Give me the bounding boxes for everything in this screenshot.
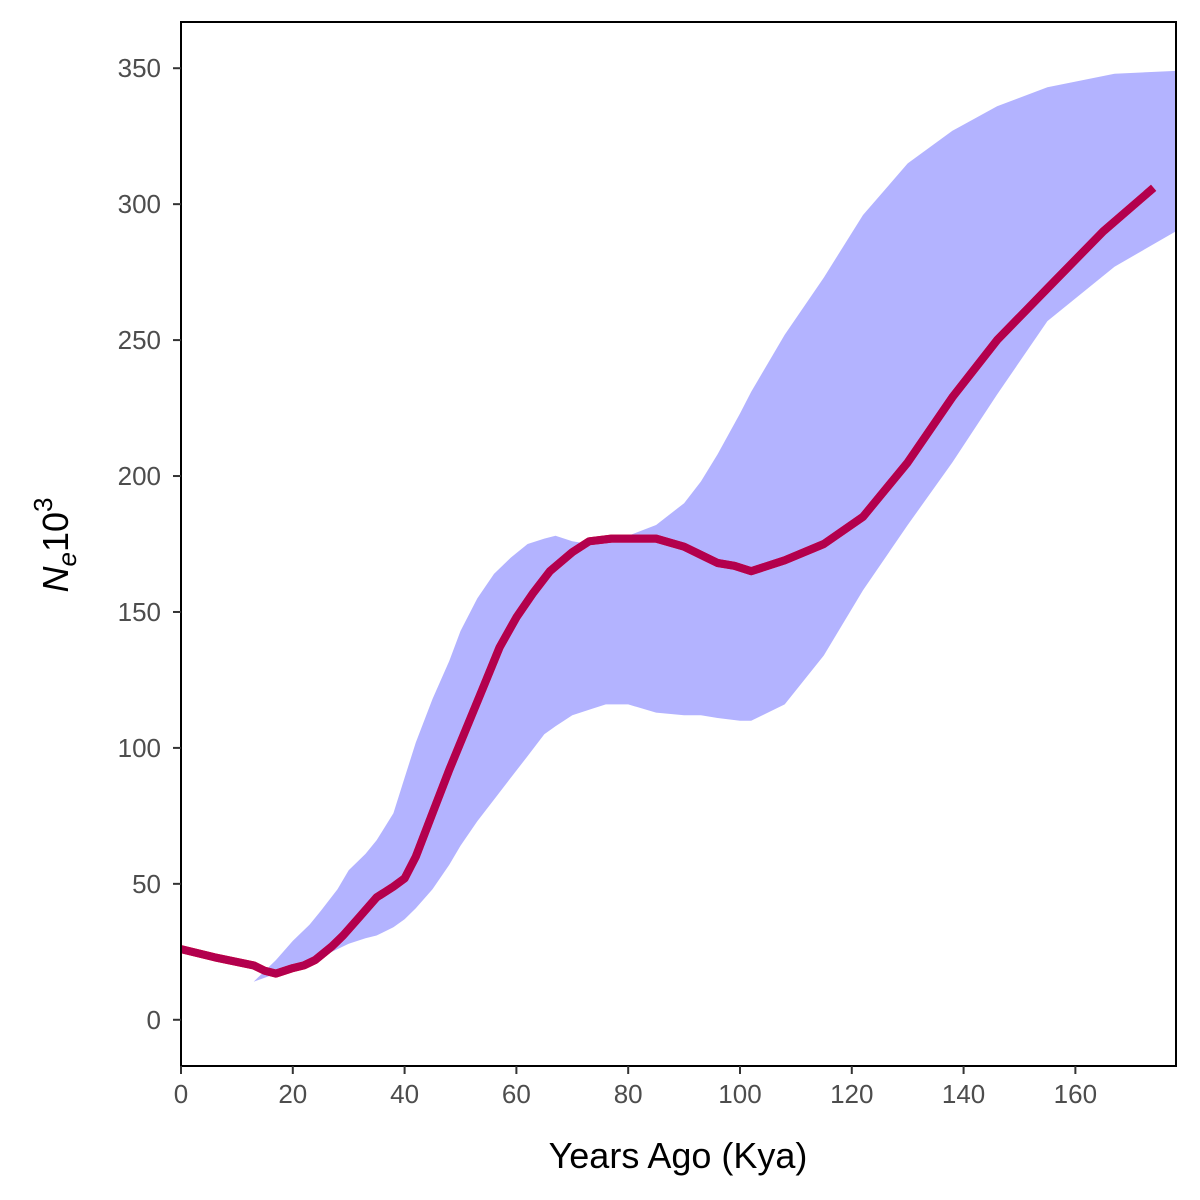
y-axis-title-base: N	[35, 565, 76, 592]
x-tick-label: 40	[390, 1079, 419, 1109]
x-axis-title: Years Ago (Kya)	[549, 1135, 808, 1176]
y-tick-label: 150	[118, 597, 161, 627]
y-tick-label: 0	[147, 1005, 161, 1035]
y-axis-title-mult: 10	[35, 512, 76, 552]
y-tick-label: 100	[118, 733, 161, 763]
x-axis: 0 20 40 60 80 100 120 140 160	[174, 1066, 1097, 1109]
x-tick-label: 80	[614, 1079, 643, 1109]
ne-line-overlay	[180, 184, 1157, 978]
y-tick-label: 50	[132, 869, 161, 899]
y-axis: 0 50 100 150 200 250 300 350	[118, 53, 181, 1035]
y-tick-label: 250	[118, 325, 161, 355]
confidence-band	[181, 70, 1176, 985]
y-axis-title-superscript: 3	[28, 498, 58, 512]
x-tick-label: 60	[502, 1079, 531, 1109]
y-axis-title-subscript: e	[52, 552, 82, 566]
y-axis-title: Ne103	[28, 498, 82, 593]
x-tick-label: 100	[718, 1079, 761, 1109]
y-tick-label: 300	[118, 189, 161, 219]
y-tick-label: 350	[118, 53, 161, 83]
x-tick-label: 20	[278, 1079, 307, 1109]
x-tick-label: 120	[830, 1079, 873, 1109]
plot-area	[180, 70, 1176, 985]
y-tick-label: 200	[118, 461, 161, 491]
x-tick-label: 140	[942, 1079, 985, 1109]
panel-border	[180, 21, 1177, 1067]
x-tick-label: 160	[1054, 1079, 1097, 1109]
x-tick-label: 0	[174, 1079, 188, 1109]
